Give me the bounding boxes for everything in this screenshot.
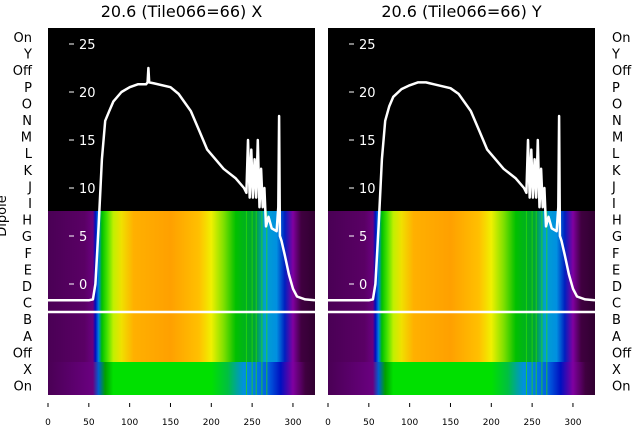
inner-ytick-label: 15 xyxy=(359,134,376,149)
xtick-label: 50 xyxy=(83,418,95,428)
spectrum-band-middle xyxy=(48,313,315,362)
series-line xyxy=(48,66,315,302)
spectrum-band-upper xyxy=(48,211,315,311)
row-label: H xyxy=(22,214,32,229)
row-label: N xyxy=(22,114,32,129)
row-label: F xyxy=(612,247,619,262)
waterfall-black-region xyxy=(328,28,595,211)
row-label: A xyxy=(612,330,621,345)
xtick-label: 300 xyxy=(284,418,301,428)
spectrum-band-middle xyxy=(328,313,595,362)
row-label: Y xyxy=(23,48,32,63)
xtick-label: 200 xyxy=(203,418,220,428)
inner-ytick-label: 10 xyxy=(359,182,376,197)
inner-ytick-label: 15 xyxy=(79,134,96,149)
row-label: A xyxy=(23,330,32,345)
row-label: Off xyxy=(13,64,33,79)
row-label: J xyxy=(611,180,616,195)
inner-ytick-label: 10 xyxy=(79,182,96,197)
inner-ytick-label: 0 xyxy=(79,278,87,293)
xtick-label: 150 xyxy=(442,418,459,428)
xtick-label: 50 xyxy=(363,418,375,428)
row-label: C xyxy=(612,297,621,312)
row-label: B xyxy=(23,313,32,328)
row-label: On xyxy=(612,31,630,46)
inner-ytick-label: 20 xyxy=(359,86,376,101)
row-label: K xyxy=(23,164,32,179)
y-axis-label: Dipole xyxy=(0,195,10,236)
xtick-label: 200 xyxy=(483,418,500,428)
row-label: B xyxy=(612,313,621,328)
inner-ytick-label: 5 xyxy=(359,230,367,245)
row-label: M xyxy=(612,131,623,146)
row-label: N xyxy=(612,114,622,129)
row-label: X xyxy=(612,363,621,378)
row-label: On xyxy=(14,31,32,46)
row-label: L xyxy=(25,147,33,162)
row-label: On xyxy=(14,380,32,395)
xtick-label: 0 xyxy=(45,418,51,428)
row-label: M xyxy=(21,131,32,146)
row-label: On xyxy=(612,380,630,395)
row-label: J xyxy=(27,180,32,195)
row-label: G xyxy=(612,230,622,245)
row-label: O xyxy=(22,97,32,112)
row-label: E xyxy=(612,263,620,278)
xtick-label: 0 xyxy=(325,418,331,428)
xtick-label: 300 xyxy=(564,418,581,428)
row-label: Off xyxy=(612,64,632,79)
panel-y: 20.6 (Tile066=66) Y2520151050OnYOffPONML… xyxy=(325,2,632,428)
row-label: H xyxy=(612,214,622,229)
spectrum-band-lower xyxy=(328,362,595,395)
panel-title: 20.6 (Tile066=66) Y xyxy=(381,2,542,21)
row-label: P xyxy=(24,81,32,96)
spectrum-band-lower xyxy=(48,362,315,395)
row-label: Y xyxy=(611,48,620,63)
row-label: Off xyxy=(612,346,632,361)
xtick-label: 250 xyxy=(524,418,541,428)
row-label: D xyxy=(612,280,622,295)
xtick-label: 150 xyxy=(162,418,179,428)
panel-title: 20.6 (Tile066=66) X xyxy=(101,2,263,21)
row-label: Off xyxy=(13,346,33,361)
waterfall-black-region xyxy=(48,28,315,211)
row-label: D xyxy=(22,280,32,295)
row-label: E xyxy=(24,263,32,278)
row-label: O xyxy=(612,97,622,112)
series-line xyxy=(328,81,595,302)
row-label: C xyxy=(23,297,32,312)
xtick-label: 100 xyxy=(401,418,418,428)
row-label: K xyxy=(612,164,621,179)
panel-x: 20.6 (Tile066=66) X2520151050OnYOffPONML… xyxy=(0,2,316,428)
xtick-label: 100 xyxy=(121,418,138,428)
inner-ytick-label: 5 xyxy=(79,230,87,245)
inner-ytick-label: 20 xyxy=(79,86,96,101)
row-label: L xyxy=(612,147,620,162)
inner-ytick-label: 25 xyxy=(79,38,96,53)
spectrum-band-upper xyxy=(328,211,595,311)
inner-ytick-label: 25 xyxy=(359,38,376,53)
row-label: I xyxy=(612,197,616,212)
row-label: P xyxy=(612,81,620,96)
xtick-label: 250 xyxy=(244,418,261,428)
row-label: I xyxy=(28,197,32,212)
row-label: X xyxy=(23,363,32,378)
row-label: F xyxy=(25,247,32,262)
row-label: G xyxy=(22,230,32,245)
inner-ytick-label: 0 xyxy=(359,278,367,293)
